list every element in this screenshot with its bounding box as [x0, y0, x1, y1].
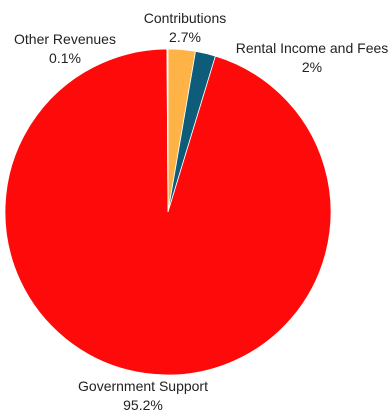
slice-label-government-support: Government Support: [78, 378, 208, 394]
slice-value-rental-income-and-fees: 2%: [302, 59, 322, 75]
slice-value-government-support: 95.2%: [123, 397, 163, 413]
pie-slices: [4, 48, 332, 376]
slice-value-contributions: 2.7%: [169, 29, 201, 45]
slice-label-contributions: Contributions: [144, 10, 227, 26]
pie-slice-other-revenues: [166, 48, 169, 213]
slice-label-rental-income-and-fees: Rental Income and Fees: [236, 40, 389, 56]
slice-value-other-revenues: 0.1%: [49, 50, 81, 66]
slice-label-other-revenues: Other Revenues: [14, 31, 116, 47]
